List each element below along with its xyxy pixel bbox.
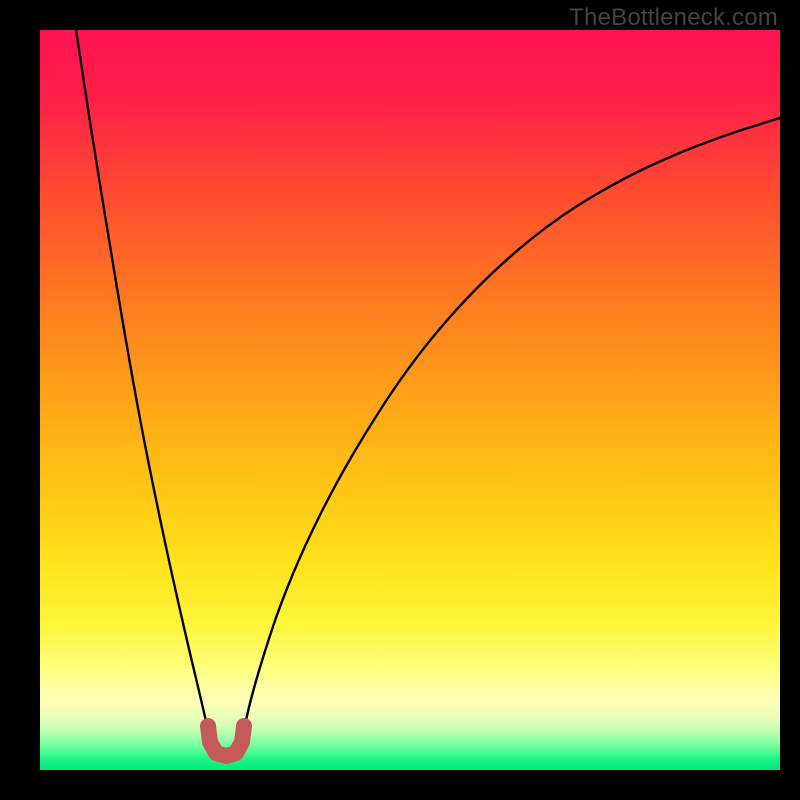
valley-marker bbox=[208, 726, 244, 756]
chart-stage: TheBottleneck.com bbox=[0, 0, 800, 800]
right-curve bbox=[244, 118, 780, 730]
curves-layer bbox=[40, 30, 780, 770]
watermark-text: TheBottleneck.com bbox=[569, 4, 778, 32]
left-curve bbox=[76, 30, 208, 730]
plot-area bbox=[40, 30, 780, 770]
